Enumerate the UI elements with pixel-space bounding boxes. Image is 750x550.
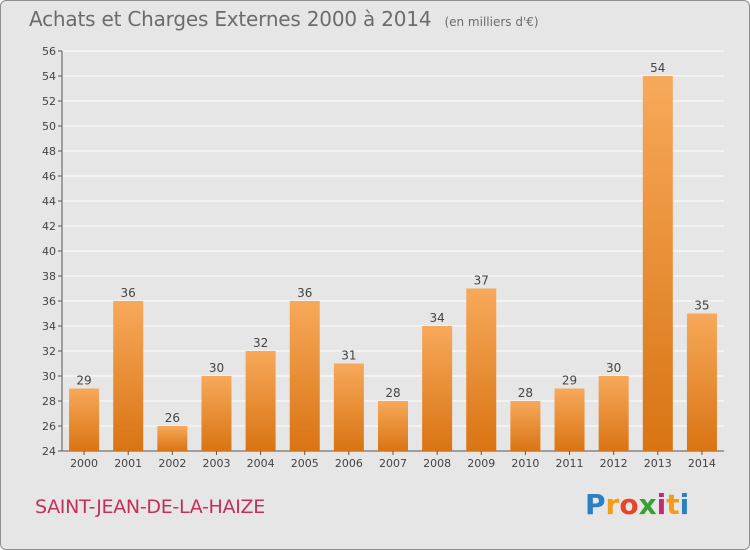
y-tick-label: 48 xyxy=(42,145,56,158)
y-tick-label: 56 xyxy=(42,45,56,58)
bar-2001 xyxy=(113,301,144,451)
y-tick-label: 54 xyxy=(42,70,56,83)
x-tick-label-2014: 2014 xyxy=(688,457,716,470)
x-tick-label-2000: 2000 xyxy=(70,457,98,470)
y-tick-label: 34 xyxy=(42,320,56,333)
logo-letter: r xyxy=(605,488,620,521)
bar-2008 xyxy=(422,326,453,451)
bar-2010 xyxy=(510,401,541,451)
data-label-2011: 29 xyxy=(562,374,577,388)
data-label-2001: 36 xyxy=(121,286,136,300)
x-tick-label-2005: 2005 xyxy=(291,457,319,470)
data-label-2012: 30 xyxy=(606,361,621,375)
bar-2004 xyxy=(245,351,276,451)
data-labels: 29 36 26 30 32 36 31 28 34 37 28 29 30 54 35 xyxy=(76,61,709,425)
y-tick-label: 50 xyxy=(42,120,56,133)
bar-2014 xyxy=(686,313,717,451)
y-tick-label: 44 xyxy=(42,195,56,208)
bar-2005 xyxy=(289,301,320,451)
bar-2013 xyxy=(642,76,673,451)
logo-letter: x xyxy=(638,488,657,521)
data-label-2006: 31 xyxy=(341,349,356,363)
title-row: Achats et Charges Externes 2000 à 2014 (… xyxy=(29,7,539,31)
y-tick-label: 42 xyxy=(42,220,56,233)
data-label-2005: 36 xyxy=(297,286,312,300)
y-tick-label: 46 xyxy=(42,170,56,183)
x-tick-label-2007: 2007 xyxy=(379,457,407,470)
x-tick-label-2013: 2013 xyxy=(644,457,672,470)
y-tick-label: 36 xyxy=(42,295,56,308)
y-tick-label: 38 xyxy=(42,270,56,283)
x-tick-label-2009: 2009 xyxy=(467,457,495,470)
data-label-2004: 32 xyxy=(253,336,268,350)
data-label-2010: 28 xyxy=(518,386,533,400)
y-tick-label: 40 xyxy=(42,245,56,258)
bar-2000 xyxy=(69,388,100,451)
data-label-2009: 37 xyxy=(474,274,489,288)
x-tick-labels: 2000 2001 2002 2003 2004 2005 2006 2007 2008 2009… xyxy=(70,457,716,470)
x-tick-label-2006: 2006 xyxy=(335,457,363,470)
bar-2011 xyxy=(554,388,585,451)
data-label-2007: 28 xyxy=(385,386,400,400)
logo-letter: i xyxy=(656,488,667,521)
bar-2007 xyxy=(378,401,408,451)
bar-2002 xyxy=(157,426,188,451)
x-tick-label-2012: 2012 xyxy=(600,457,628,470)
x-tick-label-2002: 2002 xyxy=(158,457,186,470)
logo-letter: P xyxy=(585,488,606,521)
y-tick-label: 24 xyxy=(42,445,56,458)
y-tick-label: 32 xyxy=(42,345,56,358)
x-tick-label-2011: 2011 xyxy=(556,457,584,470)
chart-title: Achats et Charges Externes 2000 à 2014 xyxy=(29,7,432,31)
x-tick-label-2004: 2004 xyxy=(247,457,275,470)
data-label-2003: 30 xyxy=(209,361,224,375)
bar-2003 xyxy=(201,376,232,451)
logo-letter: i xyxy=(679,488,690,521)
data-label-2000: 29 xyxy=(76,374,91,388)
y-tick-label: 26 xyxy=(42,420,56,433)
data-label-2008: 34 xyxy=(429,311,444,325)
bars xyxy=(69,76,717,451)
commune-name: SAINT-JEAN-DE-LA-HAIZE xyxy=(35,496,265,518)
x-tick-label-2003: 2003 xyxy=(202,457,230,470)
bar-2006 xyxy=(333,363,364,451)
chart-subtitle: (en milliers d'€) xyxy=(444,15,539,29)
bar-2012 xyxy=(598,376,629,451)
y-tick-label: 30 xyxy=(42,370,56,383)
x-tick-label-2010: 2010 xyxy=(511,457,539,470)
data-label-2014: 35 xyxy=(694,299,709,313)
x-tick-label-2001: 2001 xyxy=(114,457,142,470)
logo-letter: t xyxy=(666,488,680,521)
data-label-2002: 26 xyxy=(165,411,180,425)
logo-letter: o xyxy=(619,488,639,521)
y-tick-label: 28 xyxy=(42,395,56,408)
bar-2009 xyxy=(466,288,497,451)
proxiti-logo: Proxiti xyxy=(585,488,689,521)
y-tick-labels: 24 26 28 30 32 34 36 38 40 42 44 46 48 50 52 54 56 xyxy=(42,45,56,458)
y-tick-label: 52 xyxy=(42,95,56,108)
data-label-2013: 54 xyxy=(650,61,665,75)
x-tick-label-2008: 2008 xyxy=(423,457,451,470)
